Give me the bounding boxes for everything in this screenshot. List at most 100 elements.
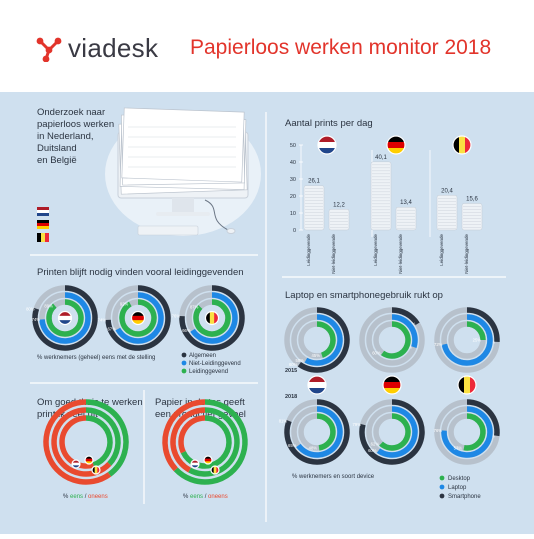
ring-value-label: 45% (312, 353, 321, 358)
ring-arc (391, 314, 418, 348)
ring-chart: 80% 74% 89% (26, 285, 98, 351)
thuis-section: Om goed thuis te werken print ik veel ui… (37, 397, 143, 500)
tas-title: een productief gevoel (155, 409, 246, 420)
bar-category-label: Leidinggevende (373, 234, 378, 266)
ring-arc (105, 285, 171, 351)
legend-label: Leidinggevend (189, 369, 228, 375)
header: viadesk Papierloos werken monitor 2018 (0, 0, 534, 92)
laptop-title: Laptop en smartphonegebruik rukt op (285, 290, 443, 301)
intro-flags (37, 207, 49, 242)
page-title: Papierloos werken monitor 2018 (190, 36, 492, 59)
ring-value-label: 65% (288, 443, 297, 448)
ring-chart: 81% 65% 48% (279, 399, 350, 465)
bar-category-label: Niet-leidinggevende (464, 234, 469, 274)
y-tick-label: 50 (290, 143, 296, 149)
bar (303, 185, 325, 231)
ring-arc (304, 314, 343, 366)
y-tick-label: 30 (290, 177, 296, 183)
y-tick-label: 10 (290, 211, 296, 217)
ring-arc-oneens (170, 407, 206, 473)
network-nodes-icon (36, 37, 62, 62)
flag-de-icon (37, 220, 49, 229)
legend-swatch (181, 368, 187, 374)
ring-value-label: 25% (473, 338, 482, 343)
legend-swatch (181, 360, 187, 366)
tas-chart (162, 399, 248, 485)
ring-arc (119, 299, 157, 337)
ring-arc (441, 406, 493, 458)
ring-chart (59, 415, 113, 469)
thuis-chart (43, 399, 129, 485)
legend-label: Laptop (448, 485, 467, 491)
legend-label: Niet-Leidinggevend (189, 361, 241, 367)
y-tick-label: 20 (290, 194, 296, 200)
flag-nl-icon (71, 459, 81, 469)
bar-value-label: 40,1 (375, 155, 387, 161)
ring-arc (380, 321, 411, 359)
ring-value-label: 66% (182, 328, 191, 333)
legend-label: Desktop (448, 476, 471, 482)
flag-nl-icon (190, 459, 200, 469)
ring-value-label: 89% (44, 303, 53, 308)
legend-swatch (439, 484, 445, 490)
ring-arc (466, 321, 486, 341)
ring-value-label: 72% (434, 342, 443, 347)
infographic-canvas: Onderzoek naar papierloos werken in Nede… (0, 92, 534, 534)
ring-chart: 74%67% 92% (98, 285, 171, 351)
ring-value-label: 76% (172, 314, 181, 319)
ring-value-label: 58% (296, 358, 305, 363)
laptop-legend: Desktop Laptop Smartphone (439, 475, 481, 500)
bar (370, 161, 392, 231)
flag-de-icon (84, 455, 94, 465)
ring-value-label: 79% (353, 422, 362, 427)
intro-section: Onderzoek naar papierloos werken in Nede… (37, 107, 261, 242)
ring-arc-eens (188, 407, 240, 477)
intro-line: in Nederland, (37, 131, 94, 142)
ring-value-label: 87% (190, 305, 199, 310)
year-label-2015: 2015 (285, 368, 297, 374)
ring-chart (43, 399, 129, 485)
ring-value-label: 80% (26, 306, 35, 311)
bar-value-label: 15,6 (466, 196, 478, 202)
printen-title: Printen blijft nodig vinden vooral leidi… (37, 267, 244, 278)
ring-arc (193, 299, 231, 337)
flag-nl-icon (37, 207, 49, 216)
legend-swatch (181, 352, 187, 358)
ring-arc (376, 406, 418, 458)
ring-arc (441, 314, 493, 366)
bar-value-label: 12,2 (333, 202, 345, 208)
ring-value-label: 60% (372, 351, 381, 356)
ring-arc-eens (173, 399, 248, 485)
ring-arc (391, 307, 420, 326)
ring-value-label: 53% (454, 445, 463, 450)
ring-value-label: 60% (368, 448, 377, 453)
ring-value-label: 74% (98, 317, 107, 322)
flag-nl-icon (57, 310, 73, 326)
tas-section: Papier in de tas geeft een productief ge… (155, 397, 248, 500)
intro-line: en België (37, 155, 77, 166)
ring-chart: 27%76%53% (434, 399, 500, 465)
laptop-chart: 60%58%45%16%30%60%26%72%25%81%65% 48%79%6… (279, 307, 500, 465)
ring-value-label: 60% (289, 362, 298, 367)
ring-arc (32, 285, 98, 351)
flag-nl-icon (307, 375, 327, 395)
intro-line: Duitsland (37, 143, 77, 154)
brand: viadesk (36, 33, 158, 64)
ring-arc (179, 285, 245, 351)
ring-value-label: 81% (279, 419, 288, 424)
infographic-svg: Onderzoek naar papierloos werken in Nede… (26, 107, 506, 522)
brand-name: viadesk (68, 33, 159, 63)
legend-label: Algemeen (189, 353, 216, 359)
ring-chart (162, 399, 248, 485)
ring-value-label: 92% (120, 302, 129, 307)
bar (395, 206, 417, 231)
ring-arc-eens (85, 415, 113, 468)
ring-arc (466, 399, 500, 437)
bar-category-label: Leidinggevende (306, 234, 311, 266)
bar-category-label: Leidinggevende (439, 234, 444, 266)
intro-line: Onderzoek naar (37, 107, 105, 118)
ring-arc-eens (85, 407, 121, 466)
ring-arc-oneens (59, 415, 95, 469)
flag-be-icon (91, 465, 101, 475)
